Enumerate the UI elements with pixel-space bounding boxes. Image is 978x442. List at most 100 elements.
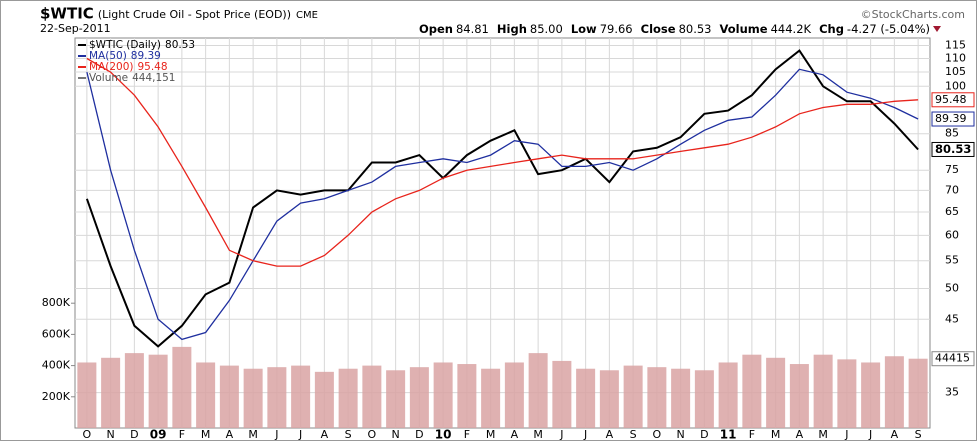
stat-label: Volume: [720, 22, 768, 36]
plot-border: [74, 37, 931, 429]
legend-swatch: [78, 77, 86, 79]
y2-tick-label: 800K: [42, 296, 71, 309]
x-tick-label: J: [583, 428, 587, 441]
legend-value: 95.48: [137, 61, 167, 73]
volume-bar: [362, 365, 382, 428]
x-tick-label: D: [415, 428, 423, 441]
legend-entry: MA(50) 89.39: [89, 50, 161, 62]
value-callout-box: [931, 111, 975, 127]
value-callout: 80.53: [935, 142, 971, 156]
value-callout: 44415: [935, 352, 970, 365]
x-tick-label: A: [511, 428, 519, 441]
x-tick-label: F: [464, 428, 470, 441]
y-tick-label: 65: [945, 205, 959, 218]
volume-bar: [77, 362, 97, 428]
volume-bar: [861, 362, 881, 428]
price-line: [86, 68, 919, 341]
y-tick-label: 110: [945, 51, 966, 64]
volume-bar: [219, 365, 239, 428]
volume-bar: [481, 368, 501, 428]
volume-bar: [789, 364, 809, 428]
y-tick-label: 50: [945, 282, 959, 295]
volume-bar: [576, 368, 596, 428]
y-tick-label: 85: [945, 127, 959, 140]
volume-bar: [884, 356, 904, 428]
volume-bar: [314, 371, 334, 428]
volume-bar: [457, 364, 477, 428]
x-tick-label: D: [700, 428, 708, 441]
volume-bar: [196, 362, 216, 428]
y-tick-label: 75: [945, 163, 959, 176]
y-tick-label: 55: [945, 254, 959, 267]
volume-bar: [694, 370, 714, 428]
volume-bar: [813, 354, 833, 428]
x-tick-label: 10: [435, 428, 452, 442]
legend-name: $WTIC (Daily): [89, 39, 161, 51]
volume-bar: [172, 346, 192, 428]
x-tick-label: N: [107, 428, 115, 441]
stat-label: High: [497, 22, 527, 36]
y2-tick-label: 400K: [42, 359, 71, 372]
volume-bar: [386, 370, 406, 428]
x-tick-label: A: [891, 428, 899, 441]
volume-bar: [599, 370, 619, 428]
date: 22-Sep-2011: [40, 22, 111, 35]
y-tick-label: 70: [945, 183, 959, 196]
y-tick-label: 115: [945, 39, 966, 52]
x-tick-label: J: [298, 428, 302, 441]
legend-value: 80.53: [165, 39, 195, 51]
x-tick-label: S: [630, 428, 637, 441]
stat-label: Close: [641, 22, 676, 36]
x-tick-label: D: [130, 428, 138, 441]
x-tick-label: M: [533, 428, 543, 441]
volume-bar: [504, 362, 524, 428]
legend-name: MA(200): [89, 61, 133, 73]
legend-swatch: [78, 44, 86, 46]
x-tick-label: M: [818, 428, 828, 441]
y-tick-label: 35: [945, 386, 959, 399]
volume-bar: [837, 359, 857, 428]
volume-bar: [718, 362, 738, 428]
x-tick-label: A: [226, 428, 234, 441]
y2-tick-label: 600K: [42, 327, 71, 340]
x-tick-label: M: [486, 428, 496, 441]
x-tick-label: S: [345, 428, 352, 441]
exchange: CME: [296, 10, 318, 21]
x-tick-label: A: [321, 428, 329, 441]
x-tick-label: J: [844, 428, 848, 441]
symbol: $WTIC: [40, 5, 94, 23]
y-tick-label: 100: [945, 79, 966, 92]
x-tick-label: O: [653, 428, 662, 441]
volume-bar: [291, 365, 311, 428]
volume-bar: [552, 360, 572, 428]
x-tick-label: M: [248, 428, 258, 441]
volume-bar: [267, 367, 287, 428]
legend-value: 444,151: [132, 72, 175, 84]
x-tick-label: M: [201, 428, 211, 441]
y-tick-label: 45: [945, 312, 959, 325]
x-tick-label: O: [368, 428, 377, 441]
value-callout: 95.48: [935, 93, 967, 106]
x-tick-label: O: [83, 428, 92, 441]
stat-label: Open: [419, 22, 453, 36]
volume-bar: [671, 368, 691, 428]
volume-bar: [338, 368, 358, 428]
volume-bar: [742, 354, 762, 428]
x-tick-label: 11: [720, 428, 737, 442]
stat-value: 80.53: [679, 22, 712, 36]
volume-bar: [766, 357, 786, 428]
stat-value: 79.66: [600, 22, 633, 36]
legend-name: MA(50): [89, 50, 127, 62]
x-tick-label: S: [915, 428, 922, 441]
volume-bar: [528, 353, 548, 428]
legend-entry: MA(200) 95.48: [89, 61, 168, 73]
stat-value: -4.27 (-5.04%): [847, 22, 930, 36]
volume-bar: [623, 365, 643, 428]
stat-value: 85.00: [530, 22, 563, 36]
x-tick-label: F: [179, 428, 185, 441]
legend-entry: $WTIC (Daily) 80.53: [89, 39, 195, 51]
legend-value: 89.39: [131, 50, 161, 62]
description: (Light Crude Oil - Spot Price (EOD)): [98, 8, 291, 21]
legend-entry: Volume 444,151: [89, 72, 175, 84]
